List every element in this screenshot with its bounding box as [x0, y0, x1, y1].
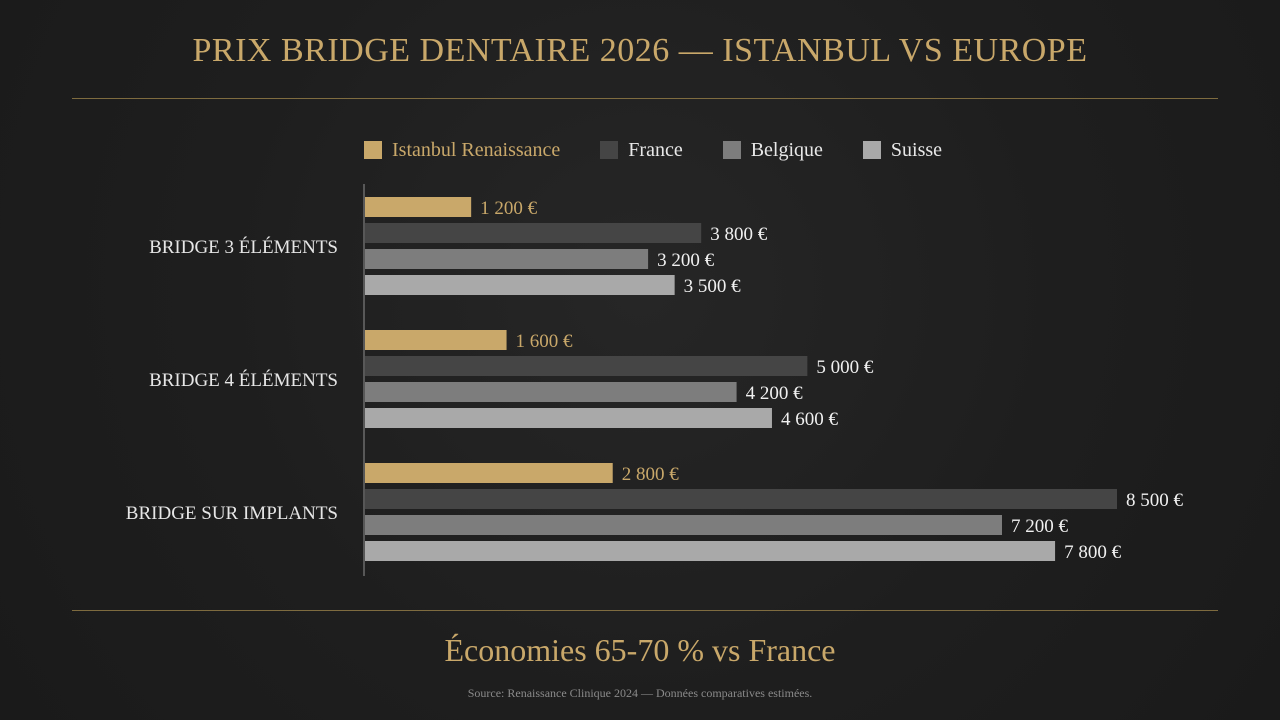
legend-item-1: Istanbul Renaissance — [364, 139, 560, 162]
legend-swatch — [722, 141, 741, 159]
data-label: 2 800 € — [622, 464, 680, 485]
data-label: 4 600 € — [781, 409, 839, 430]
data-label: 1 200 € — [480, 198, 537, 219]
category-label: BRIDGE 3 ÉLÉMENTS — [149, 236, 338, 258]
bar-4-3 — [365, 541, 1056, 561]
top-divider — [72, 98, 1218, 99]
bottom-divider — [72, 610, 1218, 611]
category-label: BRIDGE 4 ÉLÉMENTS — [149, 369, 338, 391]
chart-title: PRIX BRIDGE DENTAIRE 2026 — ISTANBUL VS … — [192, 32, 1088, 69]
data-label: 3 500 € — [684, 276, 742, 297]
chart-legend: Istanbul Renaissance France Belgique Suisse — [364, 136, 942, 164]
legend-swatch — [364, 141, 382, 159]
legend-swatch — [600, 141, 619, 159]
legend-item-2: France — [600, 138, 683, 162]
legend-label: France — [628, 138, 683, 161]
category-label: BRIDGE SUR IMPLANTS — [126, 503, 338, 524]
data-label: 7 800 € — [1064, 542, 1122, 563]
bar-2-1 — [365, 223, 702, 243]
bar-1-2 — [365, 330, 507, 350]
bar-3-1 — [365, 249, 649, 269]
data-label: 5 000 € — [816, 357, 874, 378]
bar-1-1 — [365, 197, 472, 217]
data-label: 3 200 € — [657, 250, 715, 271]
data-label: 7 200 € — [1011, 516, 1069, 537]
bar-2-2 — [365, 356, 808, 376]
data-label: 8 500 € — [1126, 490, 1184, 511]
bar-4-2 — [365, 408, 772, 428]
bar-2-3 — [365, 489, 1117, 509]
bar-4-1 — [365, 275, 675, 295]
savings-headline: Économies 65-70 % vs France — [444, 632, 836, 668]
bar-1-3 — [365, 463, 613, 483]
source-note: Source: Renaissance Clinique 2024 — Donn… — [467, 686, 813, 700]
data-label: 4 200 € — [746, 383, 804, 404]
legend-item-4: Suisse — [862, 138, 943, 162]
legend-label: Belgique — [750, 138, 823, 161]
legend-label: Istanbul Renaissance — [392, 138, 561, 161]
bar-3-2 — [365, 382, 737, 402]
bar-3-3 — [365, 515, 1002, 535]
legend-swatch — [862, 141, 881, 159]
legend-label: Suisse — [890, 138, 943, 161]
data-label: 3 800 € — [710, 224, 768, 245]
legend-item-3: Belgique — [722, 138, 823, 162]
data-label: 1 600 € — [516, 331, 574, 352]
